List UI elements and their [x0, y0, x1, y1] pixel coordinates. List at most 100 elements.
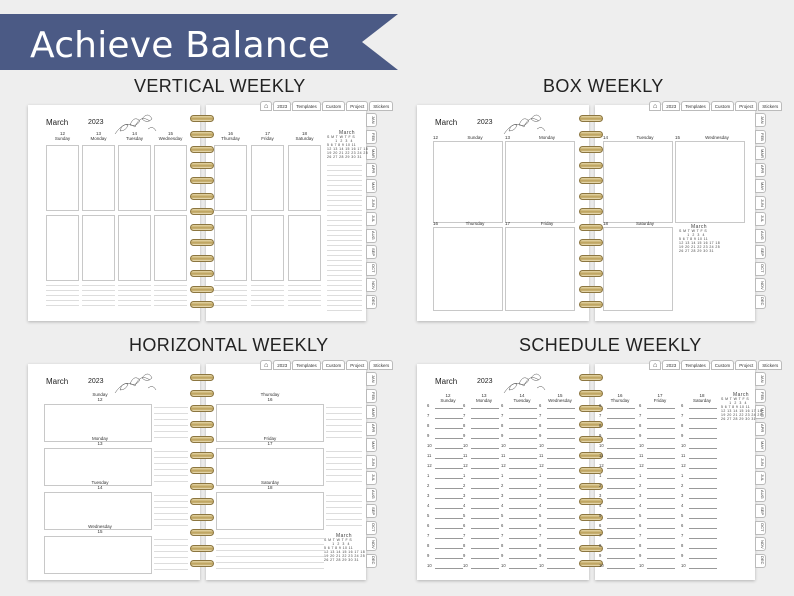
month-tab-dec[interactable]: DEC	[366, 294, 377, 309]
month-tab-nov[interactable]: NOV	[755, 278, 766, 292]
month-tab-mar[interactable]: MAR	[755, 405, 766, 419]
day-box[interactable]	[216, 492, 324, 530]
month-tab-jan[interactable]: JAN	[755, 113, 766, 127]
month-tab-may[interactable]: MAY	[366, 179, 377, 193]
month-tab-jul[interactable]: JUL	[366, 212, 377, 226]
tab-templates[interactable]: Templates	[681, 360, 710, 370]
month-tab-nov[interactable]: NOV	[755, 537, 766, 551]
month-tab-dec[interactable]: DEC	[755, 294, 766, 309]
day-box[interactable]	[44, 536, 152, 574]
day-box-top[interactable]	[118, 145, 151, 211]
month-tab-jun[interactable]: JUN	[366, 195, 377, 210]
tab-custom[interactable]: Custom	[710, 360, 735, 370]
day-box-top[interactable]	[288, 145, 321, 211]
tab-custom[interactable]: Custom	[321, 101, 346, 111]
tab-templates[interactable]: Templates	[681, 101, 710, 111]
tab-project[interactable]: Project	[346, 101, 369, 111]
home-icon[interactable]: ⌂	[260, 360, 273, 370]
home-icon[interactable]: ⌂	[649, 101, 662, 111]
day-box[interactable]	[44, 448, 152, 486]
tab-project[interactable]: Project	[735, 360, 758, 370]
month-tab-aug[interactable]: AUG	[366, 487, 377, 502]
tab-templates[interactable]: Templates	[292, 101, 321, 111]
day-box-bottom[interactable]	[288, 215, 321, 281]
month-tab-oct[interactable]: OCT	[755, 261, 766, 276]
month-tab-mar[interactable]: MAR	[755, 146, 766, 160]
month-tab-feb[interactable]: FEB	[366, 388, 377, 403]
month-tab-jun[interactable]: JUN	[366, 454, 377, 469]
day-box[interactable]	[433, 227, 503, 311]
month-tab-oct[interactable]: OCT	[366, 261, 377, 276]
month-tab-sep[interactable]: SEP	[366, 245, 377, 259]
day-box-bottom[interactable]	[251, 215, 284, 281]
month-tab-apr[interactable]: APR	[366, 421, 377, 436]
month-tab-jul[interactable]: JUL	[755, 212, 766, 226]
month-tab-sep[interactable]: SEP	[366, 504, 377, 518]
month-tab-apr[interactable]: APR	[366, 162, 377, 177]
tab-stickers[interactable]: Stickers	[758, 360, 783, 370]
tab-custom[interactable]: Custom	[321, 360, 346, 370]
month-tab-jun[interactable]: JUN	[755, 195, 766, 210]
day-box-top[interactable]	[251, 145, 284, 211]
day-box[interactable]	[44, 404, 152, 442]
day-box[interactable]	[505, 227, 575, 311]
tab-stickers[interactable]: Stickers	[758, 101, 783, 111]
tab-2023[interactable]: 2023	[662, 360, 681, 370]
day-box-top[interactable]	[214, 145, 247, 211]
day-box-bottom[interactable]	[82, 215, 115, 281]
month-tab-jan[interactable]: JAN	[366, 372, 377, 386]
month-tab-feb[interactable]: FEB	[755, 388, 766, 403]
month-tab-sep[interactable]: SEP	[755, 504, 766, 518]
month-tab-jul[interactable]: JUL	[755, 471, 766, 485]
day-box[interactable]	[603, 141, 673, 223]
tab-stickers[interactable]: Stickers	[369, 360, 394, 370]
month-tab-dec[interactable]: DEC	[755, 553, 766, 568]
tab-2023[interactable]: 2023	[273, 360, 292, 370]
tab-stickers[interactable]: Stickers	[369, 101, 394, 111]
day-box-bottom[interactable]	[214, 215, 247, 281]
month-tab-jul[interactable]: JUL	[366, 471, 377, 485]
day-box-bottom[interactable]	[46, 215, 79, 281]
day-box[interactable]	[216, 404, 324, 442]
month-tab-oct[interactable]: OCT	[755, 520, 766, 535]
month-tab-aug[interactable]: AUG	[755, 228, 766, 243]
day-box[interactable]	[505, 141, 575, 223]
day-box-top[interactable]	[46, 145, 79, 211]
tab-2023[interactable]: 2023	[273, 101, 292, 111]
month-tab-oct[interactable]: OCT	[366, 520, 377, 535]
month-tab-apr[interactable]: APR	[755, 162, 766, 177]
month-tab-feb[interactable]: FEB	[366, 129, 377, 144]
tab-project[interactable]: Project	[346, 360, 369, 370]
month-tab-sep[interactable]: SEP	[755, 245, 766, 259]
day-box-top[interactable]	[82, 145, 115, 211]
month-tab-nov[interactable]: NOV	[366, 537, 377, 551]
day-box[interactable]	[433, 141, 503, 223]
month-tab-jun[interactable]: JUN	[755, 454, 766, 469]
month-tab-aug[interactable]: AUG	[755, 487, 766, 502]
tab-custom[interactable]: Custom	[710, 101, 735, 111]
day-box[interactable]	[44, 492, 152, 530]
month-tab-may[interactable]: MAY	[366, 438, 377, 452]
month-tab-aug[interactable]: AUG	[366, 228, 377, 243]
home-icon[interactable]: ⌂	[260, 101, 273, 111]
month-tab-dec[interactable]: DEC	[366, 553, 377, 568]
month-tab-jan[interactable]: JAN	[366, 113, 377, 127]
month-tab-mar[interactable]: MAR	[366, 146, 377, 160]
day-box[interactable]	[603, 227, 673, 311]
day-box-top[interactable]	[154, 145, 187, 211]
month-tab-apr[interactable]: APR	[755, 421, 766, 436]
day-box-bottom[interactable]	[154, 215, 187, 281]
day-box[interactable]	[216, 448, 324, 486]
month-tab-mar[interactable]: MAR	[366, 405, 377, 419]
month-tab-may[interactable]: MAY	[755, 438, 766, 452]
day-box-bottom[interactable]	[118, 215, 151, 281]
home-icon[interactable]: ⌂	[649, 360, 662, 370]
tab-2023[interactable]: 2023	[662, 101, 681, 111]
month-tab-feb[interactable]: FEB	[755, 129, 766, 144]
tab-templates[interactable]: Templates	[292, 360, 321, 370]
month-tab-may[interactable]: MAY	[755, 179, 766, 193]
tab-project[interactable]: Project	[735, 101, 758, 111]
day-box[interactable]	[675, 141, 745, 223]
month-tab-jan[interactable]: JAN	[755, 372, 766, 386]
month-tab-nov[interactable]: NOV	[366, 278, 377, 292]
